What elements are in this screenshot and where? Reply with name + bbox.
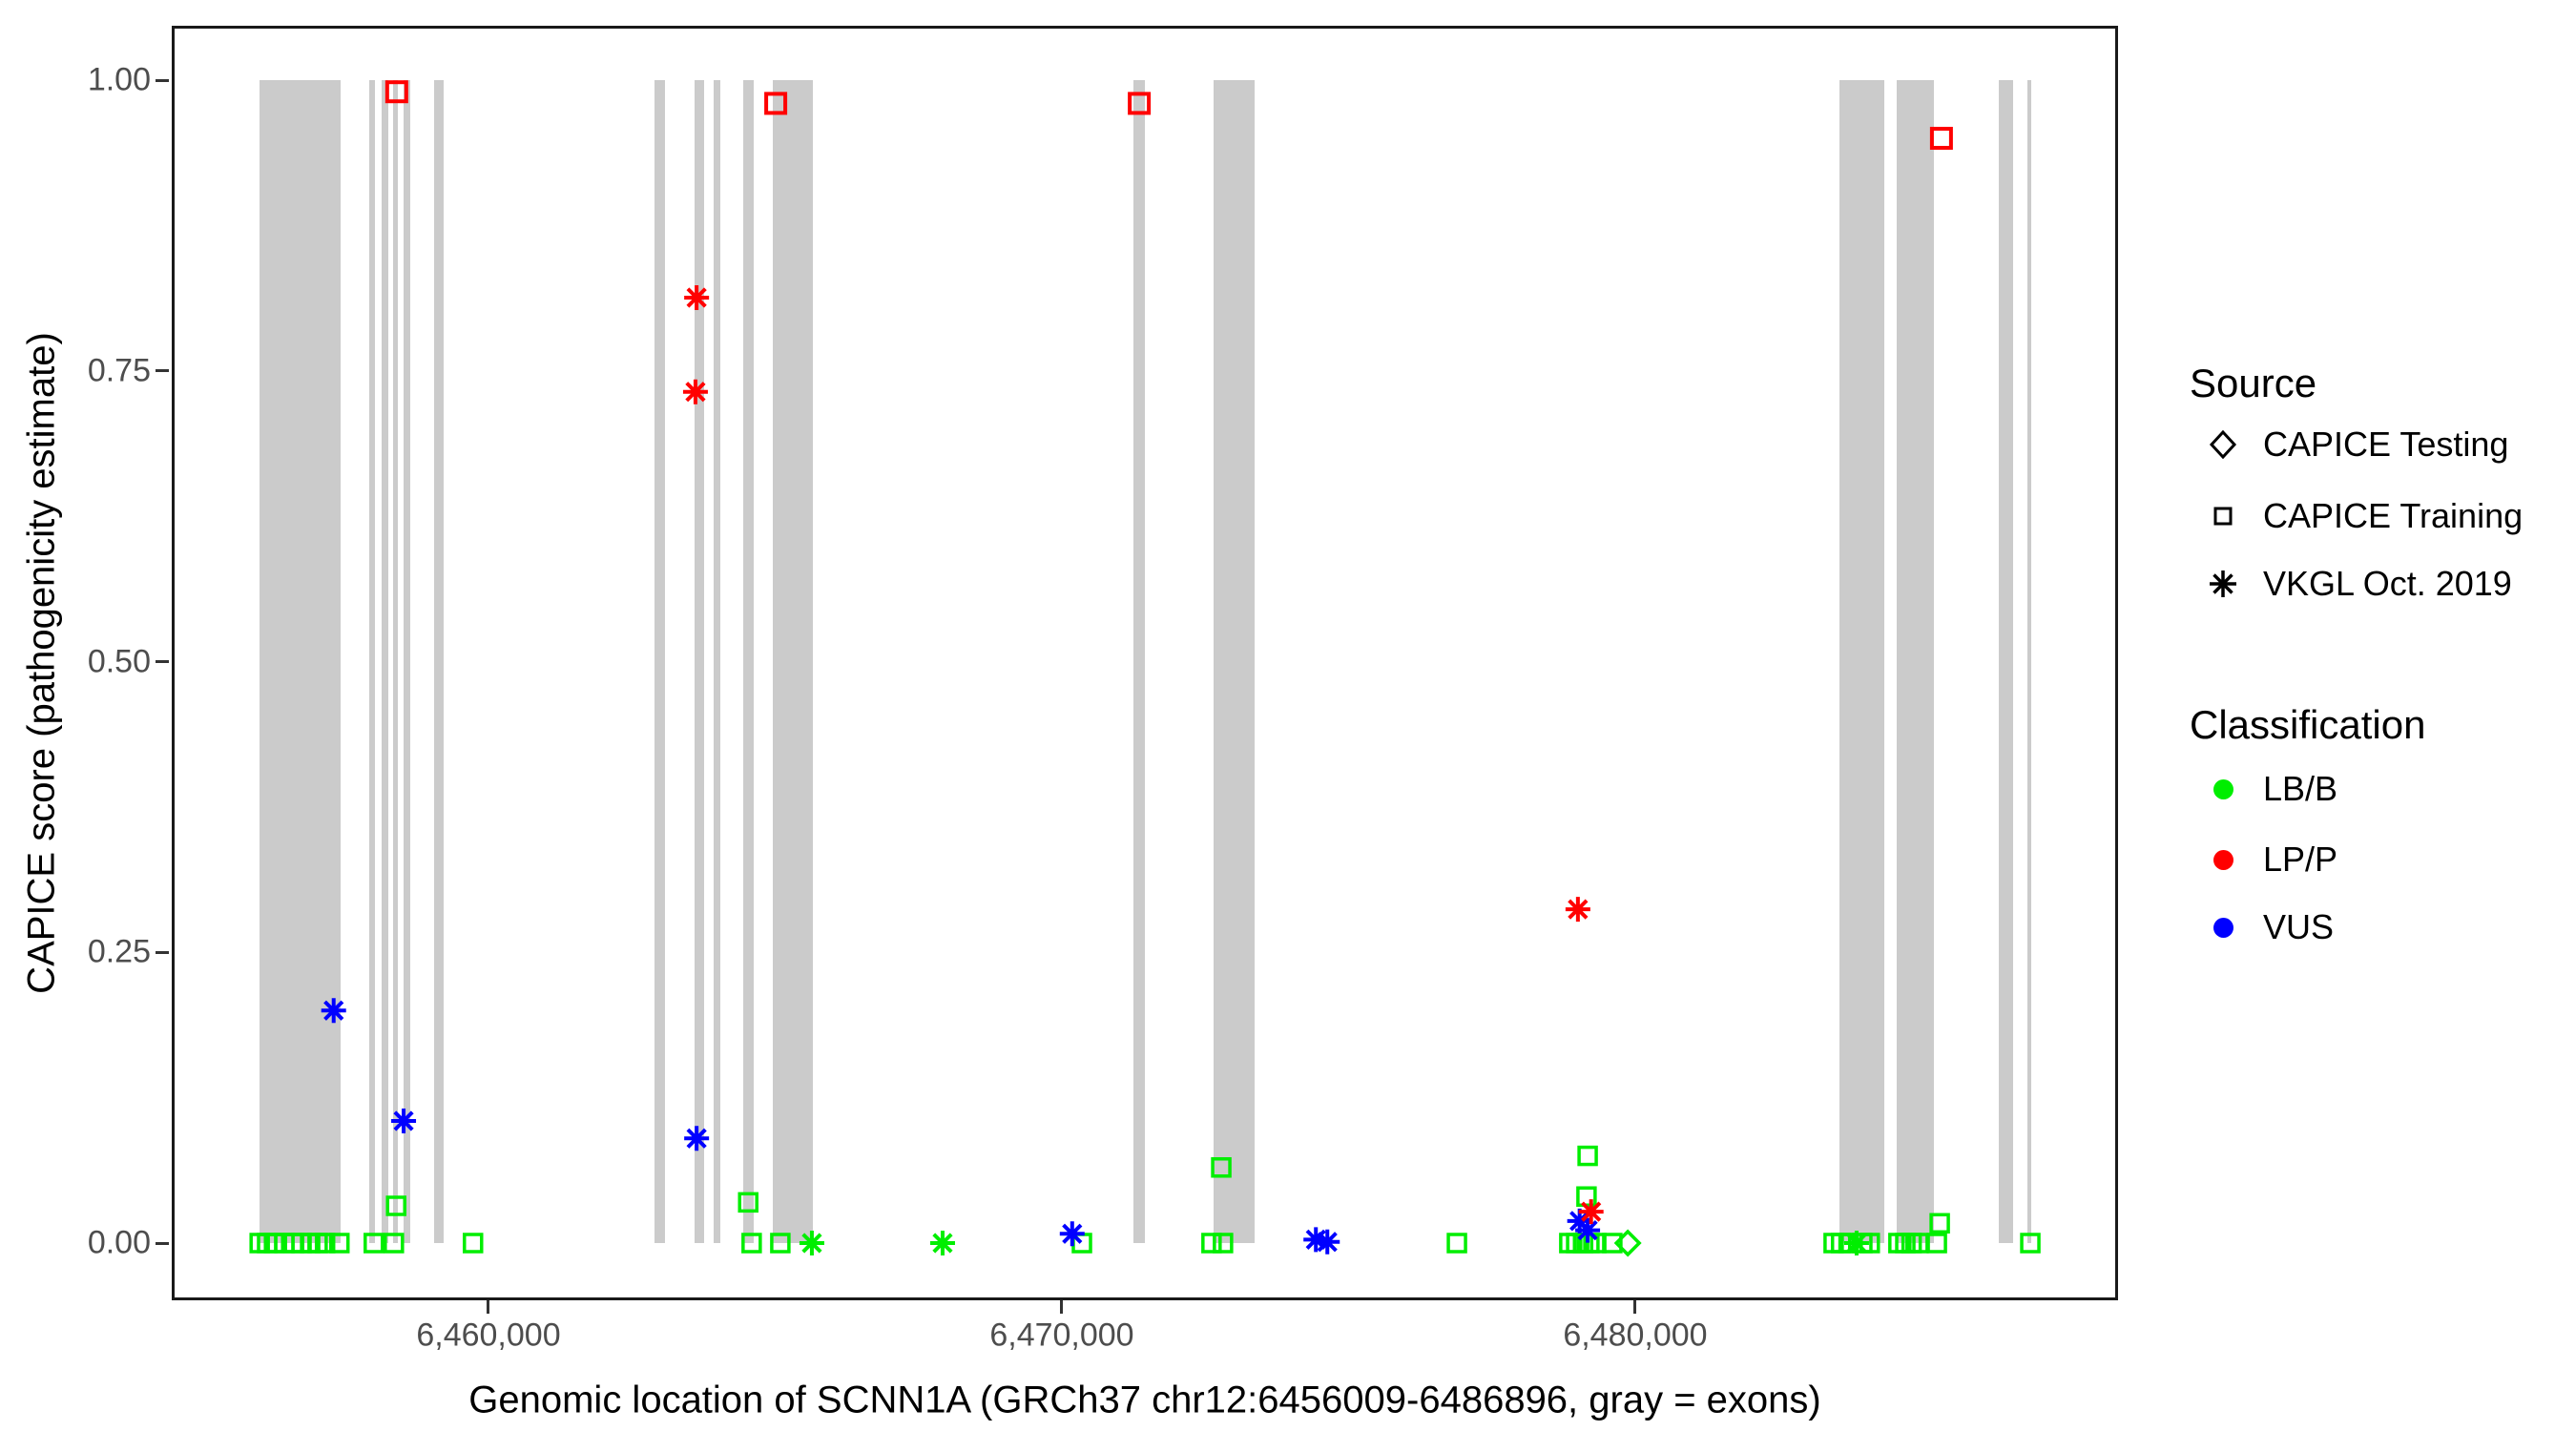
- red-dot-icon: [2204, 840, 2242, 879]
- data-point: [1575, 1217, 1601, 1243]
- legend-item-vus: VUS: [2204, 907, 2335, 946]
- data-point: [1211, 1157, 1232, 1178]
- legend-item-label: VKGL Oct. 2019: [2263, 564, 2512, 603]
- data-point: [1315, 1229, 1340, 1255]
- data-point: [384, 80, 408, 104]
- data-point: [391, 1109, 417, 1134]
- exon-band: [1133, 80, 1146, 1243]
- y-tick-mark: [156, 369, 169, 373]
- exon-band: [1897, 80, 1935, 1243]
- plot-panel: [172, 26, 2118, 1300]
- data-point: [1565, 897, 1590, 923]
- x-tick-label: 6,460,000: [416, 1317, 561, 1354]
- legend-item-label: LB/B: [2263, 769, 2338, 808]
- exon-band: [260, 80, 341, 1243]
- data-point: [1926, 1233, 1947, 1254]
- data-point: [384, 1233, 405, 1254]
- data-point: [1613, 1229, 1642, 1257]
- exon-band: [393, 80, 399, 1243]
- legend-item-capice-training: CAPICE Training: [2204, 496, 2524, 535]
- y-tick-label: 1.00: [87, 61, 151, 98]
- x-tick-mark: [487, 1300, 490, 1314]
- data-point: [737, 1192, 758, 1213]
- data-point: [1929, 1213, 1950, 1234]
- data-point: [770, 1233, 791, 1254]
- legend-item-label: VUS: [2263, 907, 2335, 946]
- y-tick-label: 0.75: [87, 352, 151, 389]
- legend-source-title: Source: [2190, 361, 2317, 405]
- legend-item-label: CAPICE Training: [2263, 496, 2524, 535]
- data-point: [741, 1233, 762, 1254]
- x-tick-mark: [1060, 1300, 1064, 1314]
- legend-classification-title: Classification: [2190, 702, 2426, 747]
- data-point: [684, 284, 710, 310]
- y-tick-label: 0.50: [87, 643, 151, 679]
- exon-band: [1213, 80, 1255, 1243]
- data-point: [1128, 92, 1152, 115]
- legend-item-capice-testing: CAPICE Testing: [2204, 425, 2508, 464]
- data-point: [1929, 126, 1953, 150]
- square-icon: [2204, 497, 2242, 535]
- x-tick-label: 6,480,000: [1563, 1317, 1708, 1354]
- exon-band: [1998, 80, 2013, 1243]
- legend-item-vkgl: VKGL Oct. 2019: [2204, 564, 2512, 603]
- data-point: [263, 1233, 284, 1254]
- y-tick-label: 0.25: [87, 933, 151, 970]
- data-point: [1602, 1233, 1623, 1254]
- data-point: [463, 1233, 484, 1254]
- data-point: [799, 1231, 824, 1255]
- green-dot-icon: [2204, 770, 2242, 808]
- data-point: [684, 1126, 710, 1151]
- data-point: [929, 1231, 955, 1255]
- legend-item-label: LP/P: [2263, 840, 2338, 879]
- exon-band: [714, 80, 720, 1243]
- asterisk-icon: [2204, 565, 2242, 603]
- data-point: [321, 998, 346, 1024]
- data-point: [2020, 1233, 2041, 1254]
- exon-band: [742, 80, 755, 1243]
- data-point: [1303, 1227, 1329, 1253]
- exon-band: [694, 80, 704, 1243]
- exon-band: [368, 80, 375, 1243]
- exon-band: [404, 80, 411, 1243]
- data-point: [328, 1233, 350, 1254]
- data-point: [1446, 1233, 1467, 1254]
- exon-band: [2027, 80, 2032, 1243]
- y-tick-mark: [156, 660, 169, 663]
- data-point: [1059, 1221, 1085, 1247]
- exon-band: [382, 80, 388, 1243]
- exon-band: [433, 80, 445, 1243]
- diamond-icon: [2204, 425, 2242, 464]
- legend-item-lpp: LP/P: [2204, 840, 2337, 879]
- data-point: [1843, 1231, 1869, 1255]
- y-tick-mark: [156, 78, 169, 82]
- exon-band: [1839, 80, 1884, 1243]
- x-axis-title: Genomic location of SCNN1A (GRCh37 chr12…: [468, 1379, 1821, 1421]
- data-point: [764, 92, 788, 115]
- data-point: [682, 379, 708, 404]
- exon-band: [654, 80, 666, 1243]
- data-point: [1859, 1233, 1880, 1254]
- y-tick-mark: [156, 1241, 169, 1245]
- data-point: [1201, 1233, 1222, 1254]
- y-tick-mark: [156, 950, 169, 954]
- x-tick-label: 6,470,000: [989, 1317, 1134, 1354]
- data-point: [1577, 1145, 1598, 1167]
- legend-item-lbb: LB/B: [2204, 769, 2338, 808]
- y-tick-label: 0.00: [87, 1224, 151, 1261]
- x-tick-mark: [1633, 1300, 1637, 1314]
- legend-item-label: CAPICE Testing: [2263, 425, 2509, 464]
- data-point: [364, 1233, 384, 1254]
- data-point: [1213, 1233, 1234, 1254]
- data-point: [314, 1233, 336, 1254]
- data-point: [1578, 1199, 1604, 1225]
- blue-dot-icon: [2204, 908, 2242, 946]
- data-point: [385, 1195, 406, 1216]
- exon-band: [773, 80, 814, 1243]
